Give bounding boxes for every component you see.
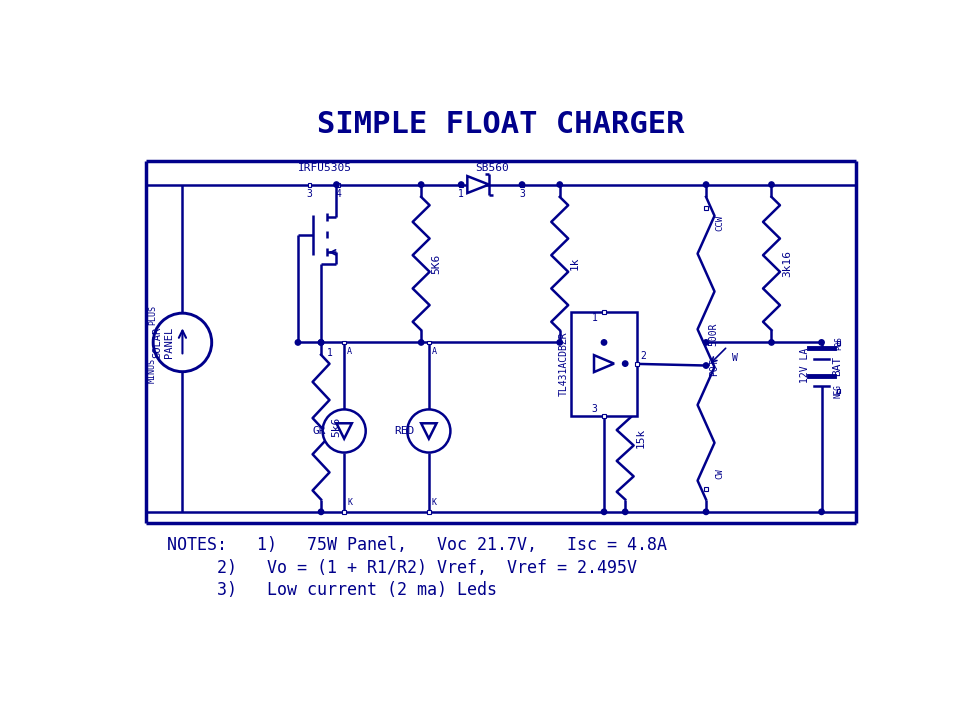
Circle shape: [601, 340, 606, 345]
Text: SOLAR
PANEL: SOLAR PANEL: [152, 327, 174, 358]
Text: GR: GR: [313, 426, 326, 436]
Circle shape: [319, 340, 323, 345]
Text: 2)   Vo = (1 + R1/R2) Vref,  Vref = 2.495V: 2) Vo = (1 + R1/R2) Vref, Vref = 2.495V: [217, 559, 636, 577]
Text: 1: 1: [458, 189, 464, 199]
Text: 1k: 1k: [570, 257, 579, 270]
Bar: [520, 182, 524, 187]
Text: RED: RED: [394, 426, 414, 436]
Bar: [342, 341, 346, 344]
Bar: [703, 206, 707, 210]
Text: IRFU5305: IRFU5305: [298, 163, 352, 172]
Text: NOTES:   1)   75W Panel,   Voc 21.7V,   Isc = 4.8A: NOTES: 1) 75W Panel, Voc 21.7V, Isc = 4.…: [167, 536, 666, 554]
Text: A: A: [431, 347, 437, 356]
Circle shape: [418, 340, 423, 345]
Text: NEG: NEG: [833, 384, 842, 398]
Polygon shape: [593, 355, 614, 372]
Bar: [459, 182, 463, 187]
Circle shape: [458, 182, 463, 187]
Text: MINUS: MINUS: [148, 358, 156, 384]
Text: 2: 2: [639, 351, 645, 361]
Text: SB560: SB560: [475, 163, 509, 172]
Bar: [342, 510, 346, 514]
Bar: [602, 310, 606, 313]
Text: 15k: 15k: [635, 427, 645, 448]
Circle shape: [768, 340, 774, 345]
Text: 12V LA: 12V LA: [799, 348, 809, 383]
Polygon shape: [467, 176, 488, 193]
Text: POS: POS: [833, 337, 842, 350]
Circle shape: [319, 340, 323, 345]
Circle shape: [153, 313, 211, 372]
Text: 4: 4: [335, 189, 341, 199]
Bar: [602, 414, 606, 417]
Text: 1: 1: [591, 313, 597, 323]
Circle shape: [768, 182, 774, 187]
Text: POT: POT: [708, 358, 718, 376]
Circle shape: [333, 182, 339, 187]
Text: K: K: [431, 498, 437, 507]
Circle shape: [601, 509, 606, 515]
Bar: [307, 182, 311, 187]
Text: SIMPLE FLOAT CHARGER: SIMPLE FLOAT CHARGER: [318, 110, 684, 139]
Circle shape: [702, 509, 708, 515]
Text: K: K: [347, 498, 352, 507]
Bar: [835, 341, 839, 345]
Text: CCW: CCW: [714, 215, 724, 231]
Bar: [427, 510, 430, 514]
Text: 3: 3: [306, 189, 312, 199]
Circle shape: [319, 509, 323, 515]
Text: 5k6: 5k6: [331, 417, 341, 437]
Text: 3: 3: [591, 404, 597, 415]
Text: BAT: BAT: [831, 356, 841, 376]
Bar: [703, 486, 707, 491]
Text: TL431ACDBZR: TL431ACDBZR: [558, 332, 568, 396]
Circle shape: [557, 182, 562, 187]
Circle shape: [322, 410, 365, 453]
Circle shape: [702, 182, 708, 187]
Bar: [835, 389, 839, 393]
Circle shape: [622, 361, 627, 366]
Circle shape: [702, 363, 708, 368]
Text: 3: 3: [519, 189, 525, 199]
Bar: [336, 182, 340, 187]
Text: 3)   Low current (2 ma) Leds: 3) Low current (2 ma) Leds: [217, 581, 496, 598]
Circle shape: [519, 182, 525, 187]
Text: 5K6: 5K6: [431, 253, 441, 274]
Text: 3k16: 3k16: [781, 250, 791, 277]
Text: CW: CW: [714, 468, 724, 479]
Circle shape: [622, 509, 627, 515]
Bar: [427, 341, 430, 344]
Polygon shape: [421, 423, 436, 439]
Polygon shape: [336, 423, 352, 439]
Circle shape: [702, 340, 708, 345]
Text: 500R: 500R: [708, 322, 718, 346]
Bar: [634, 362, 638, 365]
Circle shape: [418, 182, 423, 187]
Circle shape: [818, 509, 824, 515]
Text: PLUS: PLUS: [148, 306, 156, 325]
Text: 1: 1: [327, 348, 333, 358]
Circle shape: [406, 410, 450, 453]
Circle shape: [818, 340, 824, 345]
Text: W: W: [732, 353, 738, 363]
Circle shape: [295, 340, 300, 345]
Bar: [571, 312, 636, 415]
Text: A: A: [347, 347, 352, 356]
Circle shape: [557, 340, 562, 345]
